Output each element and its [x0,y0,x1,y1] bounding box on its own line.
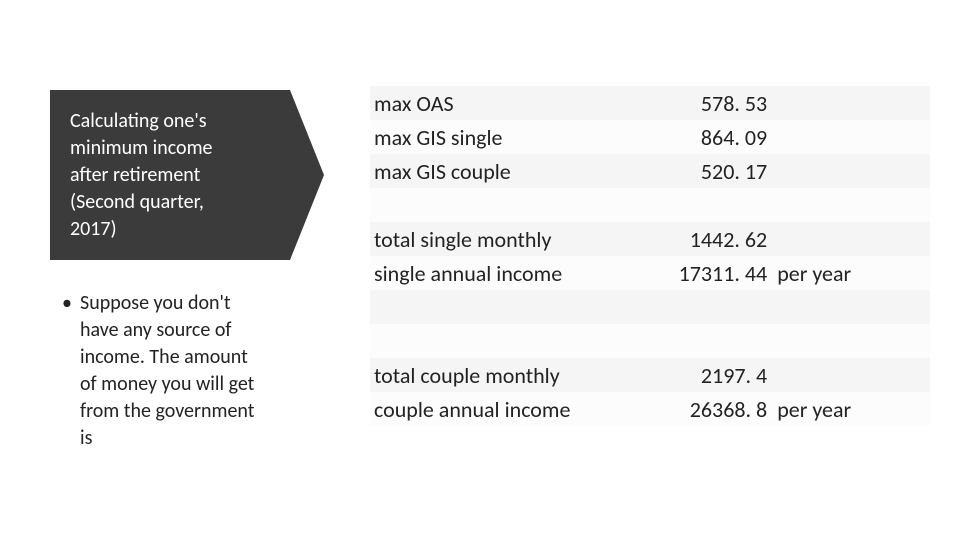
row-value: 578. 53 [628,86,774,120]
row-note: per year [773,256,930,290]
income-table-body: max OAS578. 53max GIS single864. 09max G… [370,86,930,426]
row-note [773,358,930,392]
table-row [370,290,930,324]
table-row [370,188,930,222]
row-label: total single monthly [370,222,628,256]
row-note [773,86,930,120]
row-value: 2197. 4 [628,358,774,392]
row-value: 520. 17 [628,154,774,188]
bullet-text: Suppose you don't have any source of inc… [50,290,272,452]
row-label: couple annual income [370,392,628,426]
table-row: max OAS578. 53 [370,86,930,120]
income-table: max OAS578. 53max GIS single864. 09max G… [370,86,930,426]
row-note [773,120,930,154]
row-label: max GIS couple [370,154,628,188]
row-note [773,222,930,256]
row-note [773,290,930,324]
slide-title: Calculating one's minimum income after r… [70,108,252,243]
row-note [773,188,930,222]
row-label: max GIS single [370,120,628,154]
row-value [628,188,774,222]
left-column: Calculating one's minimum income after r… [0,0,300,540]
row-label [370,324,628,358]
row-label: total couple monthly [370,358,628,392]
table-row: couple annual income26368. 8per year [370,392,930,426]
row-label: max OAS [370,86,628,120]
row-note: per year [773,392,930,426]
table-row: max GIS couple520. 17 [370,154,930,188]
row-value [628,324,774,358]
table-row: total couple monthly2197. 4 [370,358,930,392]
slide: Calculating one's minimum income after r… [0,0,960,540]
row-value: 864. 09 [628,120,774,154]
row-value: 26368. 8 [628,392,774,426]
table-row: single annual income17311. 44per year [370,256,930,290]
row-note [773,324,930,358]
right-column: max OAS578. 53max GIS single864. 09max G… [300,0,960,540]
row-value [628,290,774,324]
row-label [370,188,628,222]
row-label [370,290,628,324]
title-callout: Calculating one's minimum income after r… [50,90,290,260]
row-label: single annual income [370,256,628,290]
table-row: max GIS single864. 09 [370,120,930,154]
row-value: 1442. 62 [628,222,774,256]
row-value: 17311. 44 [628,256,774,290]
table-row: total single monthly1442. 62 [370,222,930,256]
row-note [773,154,930,188]
table-row [370,324,930,358]
